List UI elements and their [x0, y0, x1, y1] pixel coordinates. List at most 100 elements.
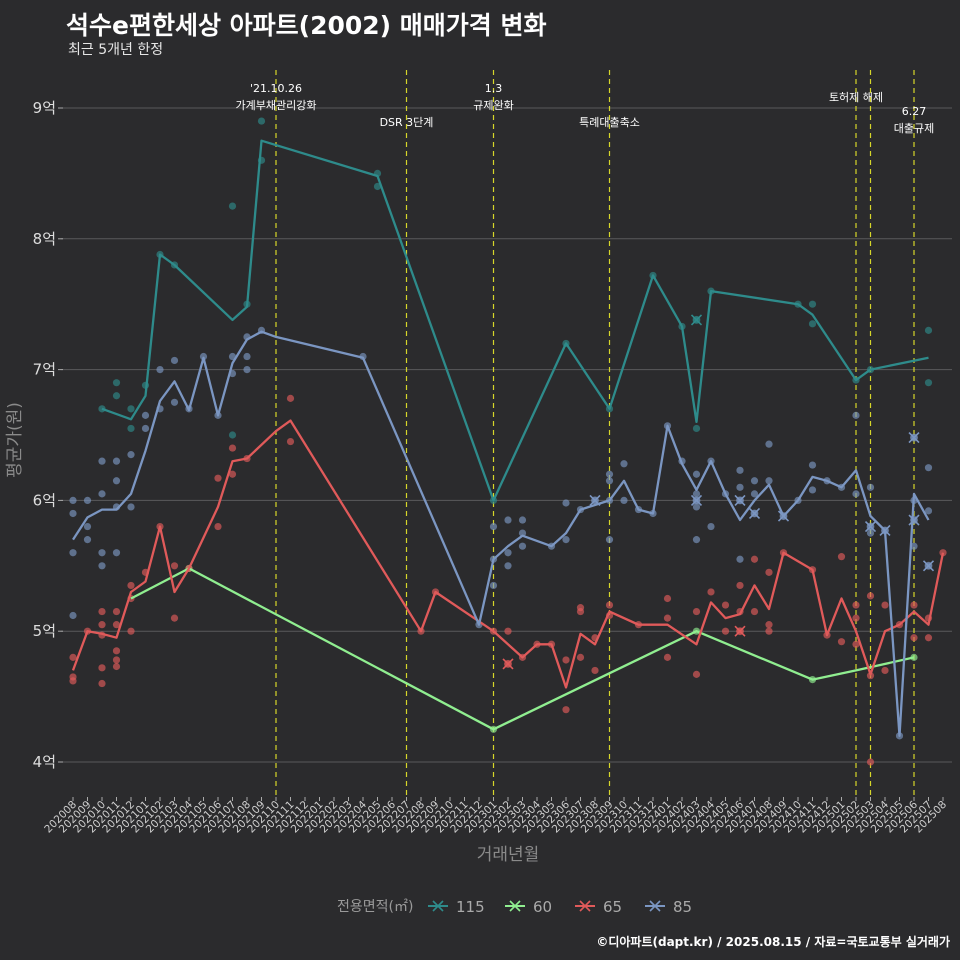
data-point-85	[750, 477, 759, 485]
data-point-115	[692, 424, 701, 433]
series-line-115	[101, 139, 929, 502]
cancelled-marker-65	[734, 625, 746, 637]
data-point-115	[228, 431, 237, 439]
event-annotation: 특례대출축소	[579, 116, 640, 129]
data-point-85	[562, 499, 570, 507]
data-point-65	[98, 679, 106, 688]
data-point-85	[69, 549, 77, 557]
cross-mark	[690, 314, 703, 326]
data-point-65	[127, 581, 135, 590]
cancelled-marker-65	[502, 658, 514, 670]
data-point-65	[98, 621, 106, 629]
data-point-85	[83, 536, 92, 544]
legend-item-65: 65	[575, 898, 622, 916]
data-point-85	[141, 411, 150, 419]
data-point-85	[127, 451, 135, 459]
data-point-65	[910, 601, 918, 609]
data-point-85	[98, 549, 106, 557]
data-point-65	[837, 638, 846, 646]
data-point-85	[765, 440, 773, 448]
legend-label: 65	[603, 898, 622, 916]
source-caption: ©디아파트(dapt.kr) / 2025.08.15 / 자료=국토교통부 실…	[596, 935, 950, 949]
cancelled-marker-85	[734, 494, 746, 506]
data-point-65	[591, 666, 599, 675]
cross-mark	[734, 625, 746, 637]
transaction-points	[69, 117, 947, 766]
cross-mark	[502, 658, 514, 670]
data-point-85	[620, 460, 628, 468]
legend-cross-icon	[579, 900, 591, 912]
cancelled-marker-85	[864, 520, 877, 533]
series-line-60	[130, 567, 915, 731]
data-point-85	[98, 562, 106, 570]
data-point-65	[69, 677, 77, 685]
cancelled-marker-115	[690, 314, 703, 326]
data-point-65	[562, 656, 570, 664]
data-point-85	[98, 490, 106, 498]
series-line-65	[71, 419, 945, 689]
legend-item-115: 115	[428, 898, 485, 916]
chart-title: 석수e편한세상 아파트(2002) 매매가격 변화	[66, 11, 547, 40]
data-point-60	[910, 653, 918, 661]
data-point-65	[866, 672, 875, 680]
data-point-115	[808, 320, 817, 328]
data-point-115	[228, 202, 237, 210]
data-point-115	[373, 182, 382, 191]
data-point-65	[112, 607, 121, 616]
data-point-65	[562, 706, 570, 714]
data-point-85	[170, 356, 179, 365]
data-point-65	[707, 588, 715, 596]
data-point-85	[866, 483, 875, 491]
legend-item-60: 60	[505, 898, 552, 916]
axes: 4억5억6억7억8억9억2020082020092020102020112020…	[33, 99, 949, 835]
data-point-85	[808, 486, 817, 494]
data-point-85	[808, 461, 817, 469]
legend-label: 60	[533, 898, 552, 916]
cross-mark	[908, 514, 920, 526]
data-point-85	[852, 490, 860, 498]
data-point-85	[692, 503, 701, 511]
data-point-65	[852, 614, 860, 622]
data-point-65	[692, 607, 701, 616]
cancelled-marker-85	[922, 560, 935, 572]
event-annotation: DSR 3단계	[380, 116, 434, 129]
data-point-85	[736, 555, 744, 563]
data-point-85	[69, 496, 77, 504]
data-point-65	[750, 555, 759, 563]
event-annotation: 가계부채관리강화	[236, 99, 317, 112]
data-point-85	[489, 581, 498, 590]
data-point-65	[112, 656, 121, 664]
data-point-115	[924, 379, 933, 387]
data-point-65	[692, 670, 701, 678]
data-point-85	[750, 490, 759, 498]
legend: 전용면적(㎡) 115 60 65 85	[337, 898, 692, 916]
data-point-85	[736, 483, 744, 491]
data-point-85	[112, 477, 121, 485]
data-point-115	[808, 300, 817, 308]
data-point-65	[98, 607, 106, 616]
data-point-65	[765, 627, 773, 635]
event-annotation: 1.3	[485, 82, 503, 95]
data-point-85	[504, 562, 512, 570]
data-point-65	[228, 444, 237, 452]
data-point-85	[489, 522, 498, 531]
data-point-85	[765, 477, 773, 485]
data-point-85	[910, 542, 918, 550]
data-point-115	[112, 379, 121, 387]
cross-mark	[879, 524, 891, 537]
data-point-85	[127, 503, 135, 511]
legend-label: 85	[673, 898, 692, 916]
y-tick-label: 8억	[33, 230, 56, 248]
data-point-85	[518, 529, 527, 537]
data-point-85	[156, 366, 164, 374]
data-point-65	[112, 621, 121, 629]
data-point-65	[112, 647, 121, 655]
data-point-65	[286, 394, 295, 402]
data-point-85	[69, 509, 77, 518]
legend-item-85: 85	[645, 898, 692, 916]
data-point-115	[112, 392, 121, 400]
data-point-65	[721, 627, 730, 635]
data-point-85	[620, 496, 628, 504]
data-point-85	[852, 411, 860, 419]
cross-mark	[589, 494, 601, 506]
